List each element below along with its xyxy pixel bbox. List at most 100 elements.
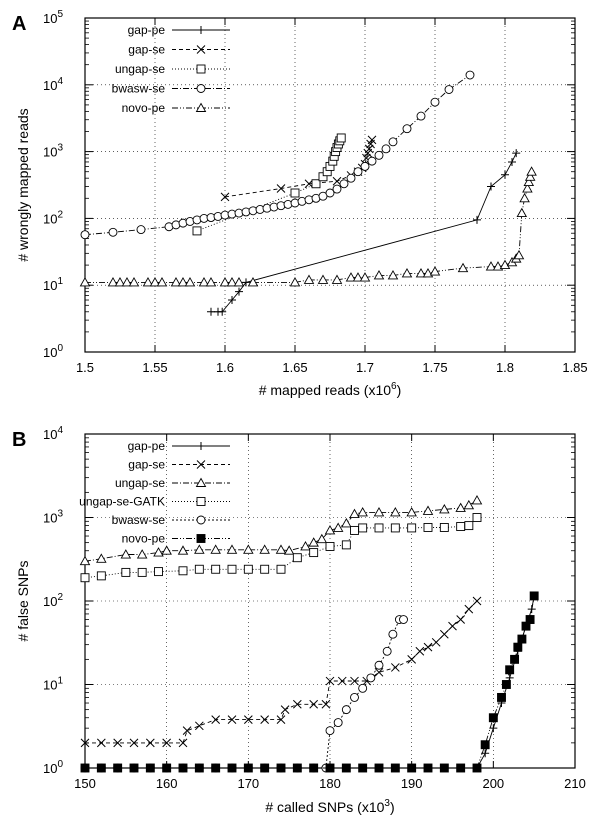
data-point: [513, 642, 523, 652]
data-point: [374, 763, 384, 773]
data-point: [529, 591, 539, 601]
data-point: [429, 266, 441, 276]
data-point: [339, 179, 349, 189]
data-point: [128, 277, 140, 287]
legend-label: gap-se: [128, 458, 165, 472]
data-point: [218, 307, 227, 316]
data-point: [194, 763, 204, 773]
data-point: [455, 502, 466, 512]
data-point: [292, 699, 302, 709]
data-point: [341, 763, 351, 773]
legend-marker: [196, 515, 206, 525]
data-point: [472, 513, 482, 522]
data-point: [107, 277, 119, 287]
data-point: [80, 763, 90, 773]
data-point: [211, 715, 221, 724]
data-point: [283, 545, 295, 555]
data-point: [406, 507, 417, 517]
data-point: [337, 676, 347, 686]
data-point: [512, 149, 521, 158]
data-point: [402, 124, 412, 134]
series-novo-pe: [80, 591, 539, 773]
data-point: [388, 629, 398, 639]
data-point: [505, 665, 515, 675]
x-tick-label: 1.7: [356, 360, 374, 375]
data-point: [120, 549, 132, 559]
data-point: [374, 150, 384, 160]
data-point: [415, 268, 427, 278]
series-bwasw-se: [80, 615, 408, 773]
data-point: [309, 548, 319, 558]
data-point: [448, 621, 457, 631]
data-point: [233, 277, 245, 287]
data-point: [211, 564, 221, 574]
data-point: [422, 505, 434, 515]
data-point: [346, 173, 356, 183]
data-point: [260, 763, 270, 773]
series-line: [84, 517, 478, 579]
data-point: [457, 262, 469, 273]
y-tick-label: 103: [43, 143, 63, 160]
data-point: [349, 508, 360, 518]
data-point: [358, 523, 368, 533]
data-point: [472, 763, 482, 773]
data-point: [456, 615, 466, 624]
series-ungap-se-GATK: [80, 513, 482, 583]
data-point: [79, 277, 91, 287]
data-point: [367, 156, 377, 166]
y-axis-label: # false SNPs: [15, 561, 31, 642]
data-point: [80, 738, 90, 748]
data-point: [162, 738, 172, 748]
data-point: [177, 545, 189, 555]
plot-frame: [84, 17, 576, 353]
data-point: [360, 161, 370, 171]
legend-marker: [197, 442, 205, 450]
panel-label: B: [12, 429, 26, 451]
data-point: [464, 604, 474, 614]
data-point: [108, 227, 118, 237]
data-point: [178, 566, 188, 576]
series-gap-se: [80, 596, 482, 748]
data-point: [373, 507, 385, 517]
legend: gap-pe gap-se ungap-se ungap-se-GATK bwasw-s…: [79, 439, 230, 546]
legend-marker: [197, 26, 205, 34]
data-point: [137, 567, 147, 577]
data-point: [194, 721, 204, 731]
series-line: [85, 600, 478, 744]
data-point: [431, 637, 441, 647]
data-point: [325, 676, 335, 686]
data-point: [357, 507, 368, 517]
data-point: [292, 763, 302, 773]
data-point: [401, 268, 413, 278]
y-tick-label: 100: [43, 759, 63, 776]
data-point: [517, 634, 527, 644]
data-point: [145, 763, 155, 773]
x-tick-label: 1.8: [496, 360, 514, 375]
data-point: [439, 523, 449, 532]
data-point: [350, 676, 359, 686]
data-point: [303, 274, 315, 284]
data-point: [276, 763, 286, 773]
data-point: [325, 763, 335, 773]
chart-panel-b: 150 160 170 180 190 200 210 100 101 102 103 104 # ca…: [12, 425, 586, 815]
data-point: [501, 680, 511, 689]
y-tick-label: 104: [43, 425, 63, 442]
data-point: [149, 277, 161, 287]
legend-label: bwasw-se: [112, 513, 166, 527]
data-point: [275, 544, 287, 554]
data-point: [333, 718, 343, 728]
data-point: [399, 615, 408, 624]
legend-label: ungap-se-GATK: [79, 495, 165, 509]
data-point: [508, 157, 516, 166]
data-point: [439, 763, 449, 773]
data-point: [350, 692, 359, 702]
x-tick-label: 200: [482, 776, 504, 791]
legend: gap-pe gap-se ungap-se bwasw-se novo-pe: [112, 23, 230, 115]
series-line: [211, 152, 517, 313]
data-point: [276, 184, 286, 193]
legend-label: novo-pe: [122, 532, 166, 546]
data-point: [332, 184, 342, 194]
data-point: [96, 738, 106, 748]
legend-label: gap-pe: [128, 439, 166, 453]
data-point: [336, 133, 346, 143]
